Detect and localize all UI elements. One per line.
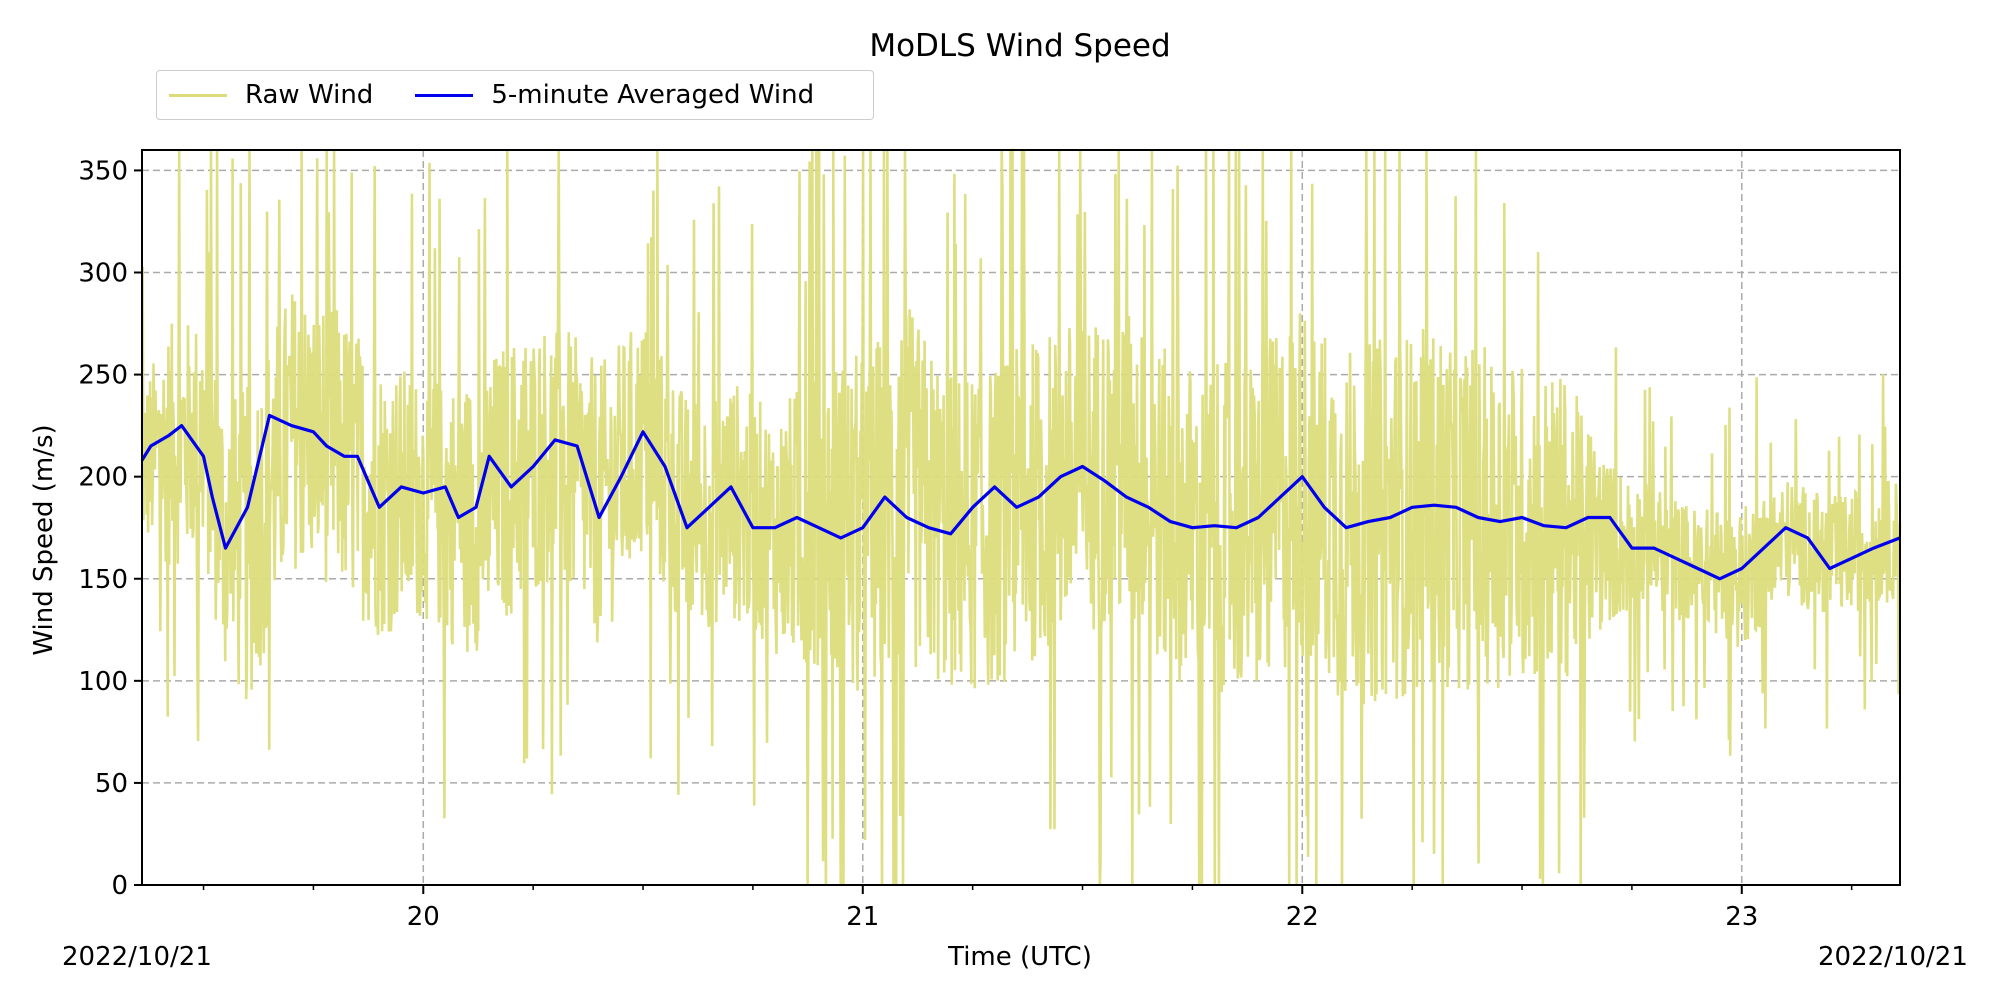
series-raw-wind-line [140, 148, 1902, 886]
date-end-label: 2022/10/21 [1818, 942, 1968, 972]
date-start-label: 2022/10/21 [62, 942, 212, 972]
y-tick-label: 350 [78, 156, 128, 186]
legend-swatch-raw [169, 93, 227, 97]
legend-item-raw: Raw Wind [169, 80, 373, 110]
x-tick-label: 21 [846, 902, 879, 932]
plot-frame [141, 149, 1901, 886]
chart-title: MoDLS Wind Speed [869, 28, 1171, 64]
series-layer [140, 148, 1902, 886]
x-tick-label: 22 [1286, 902, 1319, 932]
y-tick-label: 50 [95, 769, 128, 799]
x-tick-label: 20 [407, 902, 440, 932]
series-averaged-wind-line [140, 413, 1901, 581]
legend-swatch-avg [415, 93, 474, 97]
x-tick-label: 23 [1725, 902, 1758, 932]
y-tick-label: 150 [78, 565, 128, 595]
y-tick-label: 250 [78, 361, 128, 391]
y-tick-label: 300 [78, 259, 128, 289]
x-axis-label: Time (UTC) [948, 942, 1092, 972]
y-tick-label: 200 [78, 463, 128, 493]
legend-label-raw: Raw Wind [245, 80, 374, 110]
legend-label-avg: 5-minute Averaged Wind [491, 80, 815, 110]
y-tick-label: 0 [111, 871, 128, 901]
legend: Raw Wind 5-minute Averaged Wind [156, 70, 874, 120]
y-axis-label: Wind Speed (m/s) [29, 424, 59, 656]
axis-layer: 0 50 100 150 200 250 300 350 20 21 22 23 [78, 156, 1853, 932]
y-tick-label: 100 [78, 667, 128, 697]
legend-item-avg: 5-minute Averaged Wind [415, 80, 814, 110]
